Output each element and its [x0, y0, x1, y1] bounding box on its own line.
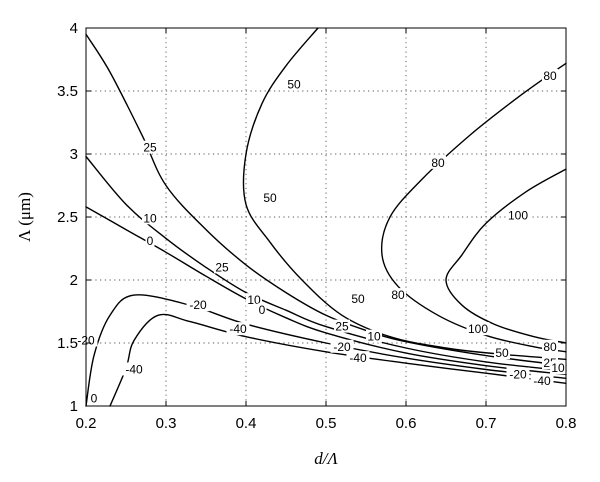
x-tick-label: 0.8 — [556, 415, 577, 432]
contour-label: -40 — [229, 322, 247, 336]
contour-label-bg — [142, 140, 158, 154]
y-axis-label: Λ (μm) — [15, 192, 34, 242]
contour-label: 80 — [543, 340, 557, 354]
contour-line-100 — [445, 168, 567, 344]
contour-lines — [85, 27, 567, 407]
contour-label: -40 — [533, 374, 551, 388]
contour-label: 80 — [543, 69, 557, 83]
x-tick-label: 0.3 — [156, 415, 177, 432]
y-tick-label: 2.5 — [57, 209, 78, 226]
contour-label: 100 — [508, 209, 528, 223]
contour-label-bg — [346, 351, 370, 365]
contour-label: 10 — [551, 361, 565, 375]
contour-line-neg20 — [85, 294, 567, 407]
contour-label-bg — [430, 155, 446, 169]
contour-label: 80 — [431, 156, 445, 170]
contour-label: 10 — [367, 330, 381, 344]
x-tick-label: 0.4 — [236, 415, 257, 432]
y-tick-label: 4 — [70, 20, 78, 37]
x-tick-label: 0.6 — [396, 415, 417, 432]
contour-label-bg — [334, 319, 350, 333]
y-tick-label: 1 — [70, 398, 78, 415]
contour-label-bg — [542, 339, 558, 353]
contour-label-bg — [506, 208, 530, 222]
y-tick-label: 3.5 — [57, 83, 78, 100]
contour-label: -20 — [333, 340, 351, 354]
contour-label: 10 — [143, 211, 157, 225]
contour-label: 0 — [259, 303, 266, 317]
y-tick-label: 3 — [70, 146, 78, 163]
contour-label-bg — [390, 288, 406, 302]
contour-line-80 — [380, 62, 567, 353]
contour-label-bg — [186, 298, 210, 312]
contour-label: -20 — [189, 298, 207, 312]
contour-labels: 50508080801001002525101000-20-20-20-40-4… — [74, 68, 566, 405]
contour-label-bg — [466, 322, 490, 336]
contour-label: 50 — [495, 346, 509, 360]
contour-label-bg — [366, 329, 382, 343]
contour-label-bg — [145, 233, 155, 247]
contour-label: 80 — [391, 288, 405, 302]
contour-label-bg — [530, 373, 554, 387]
y-tick-label: 1.5 — [57, 335, 78, 352]
contour-label: -40 — [125, 362, 143, 376]
contour-label: 25 — [215, 260, 229, 274]
x-axis-label: d/Λ — [314, 449, 338, 468]
x-tick-label: 0.2 — [76, 415, 97, 432]
contour-line-10 — [85, 155, 567, 372]
contour-label-bg — [257, 303, 267, 317]
contour-label-bg — [542, 68, 558, 82]
contour-label-bg — [246, 293, 262, 307]
contour-label-bg — [494, 346, 510, 360]
contour-label: 25 — [143, 141, 157, 155]
contour-label-bg — [330, 339, 354, 353]
contour-line-25 — [85, 33, 567, 367]
contour-label: -20 — [509, 368, 527, 382]
contour-label: 50 — [287, 78, 301, 92]
contour-label-bg — [226, 322, 250, 336]
contour-label-bg — [142, 211, 158, 225]
contour-label: -40 — [349, 351, 367, 365]
contour-label: 0 — [91, 391, 98, 405]
contour-line-50 — [242, 27, 567, 361]
contour-label-bg — [122, 362, 146, 376]
x-tick-label: 0.5 — [316, 415, 337, 432]
contour-label-bg — [350, 291, 366, 305]
x-tick-label: 0.7 — [476, 415, 497, 432]
contour-label-bg — [506, 367, 530, 381]
contour-label: 50 — [351, 292, 365, 306]
y-tick-label: 2 — [70, 272, 78, 289]
contour-label-bg — [550, 361, 566, 375]
contour-label-bg — [89, 391, 99, 405]
axis-ticks: 0.2 0.3 0.4 0.5 0.6 0.7 0.8 1 1.5 2 2.5 3 3.5 4 — [57, 20, 576, 432]
contour-label-bg — [286, 77, 302, 91]
contour-label: 0 — [147, 234, 154, 248]
contour-label: 100 — [468, 322, 488, 336]
contour-label: 50 — [263, 191, 277, 205]
contour-label-bg — [262, 191, 278, 205]
contour-label: 25 — [335, 320, 349, 334]
contour-label-bg — [214, 260, 230, 274]
grid — [86, 28, 566, 406]
